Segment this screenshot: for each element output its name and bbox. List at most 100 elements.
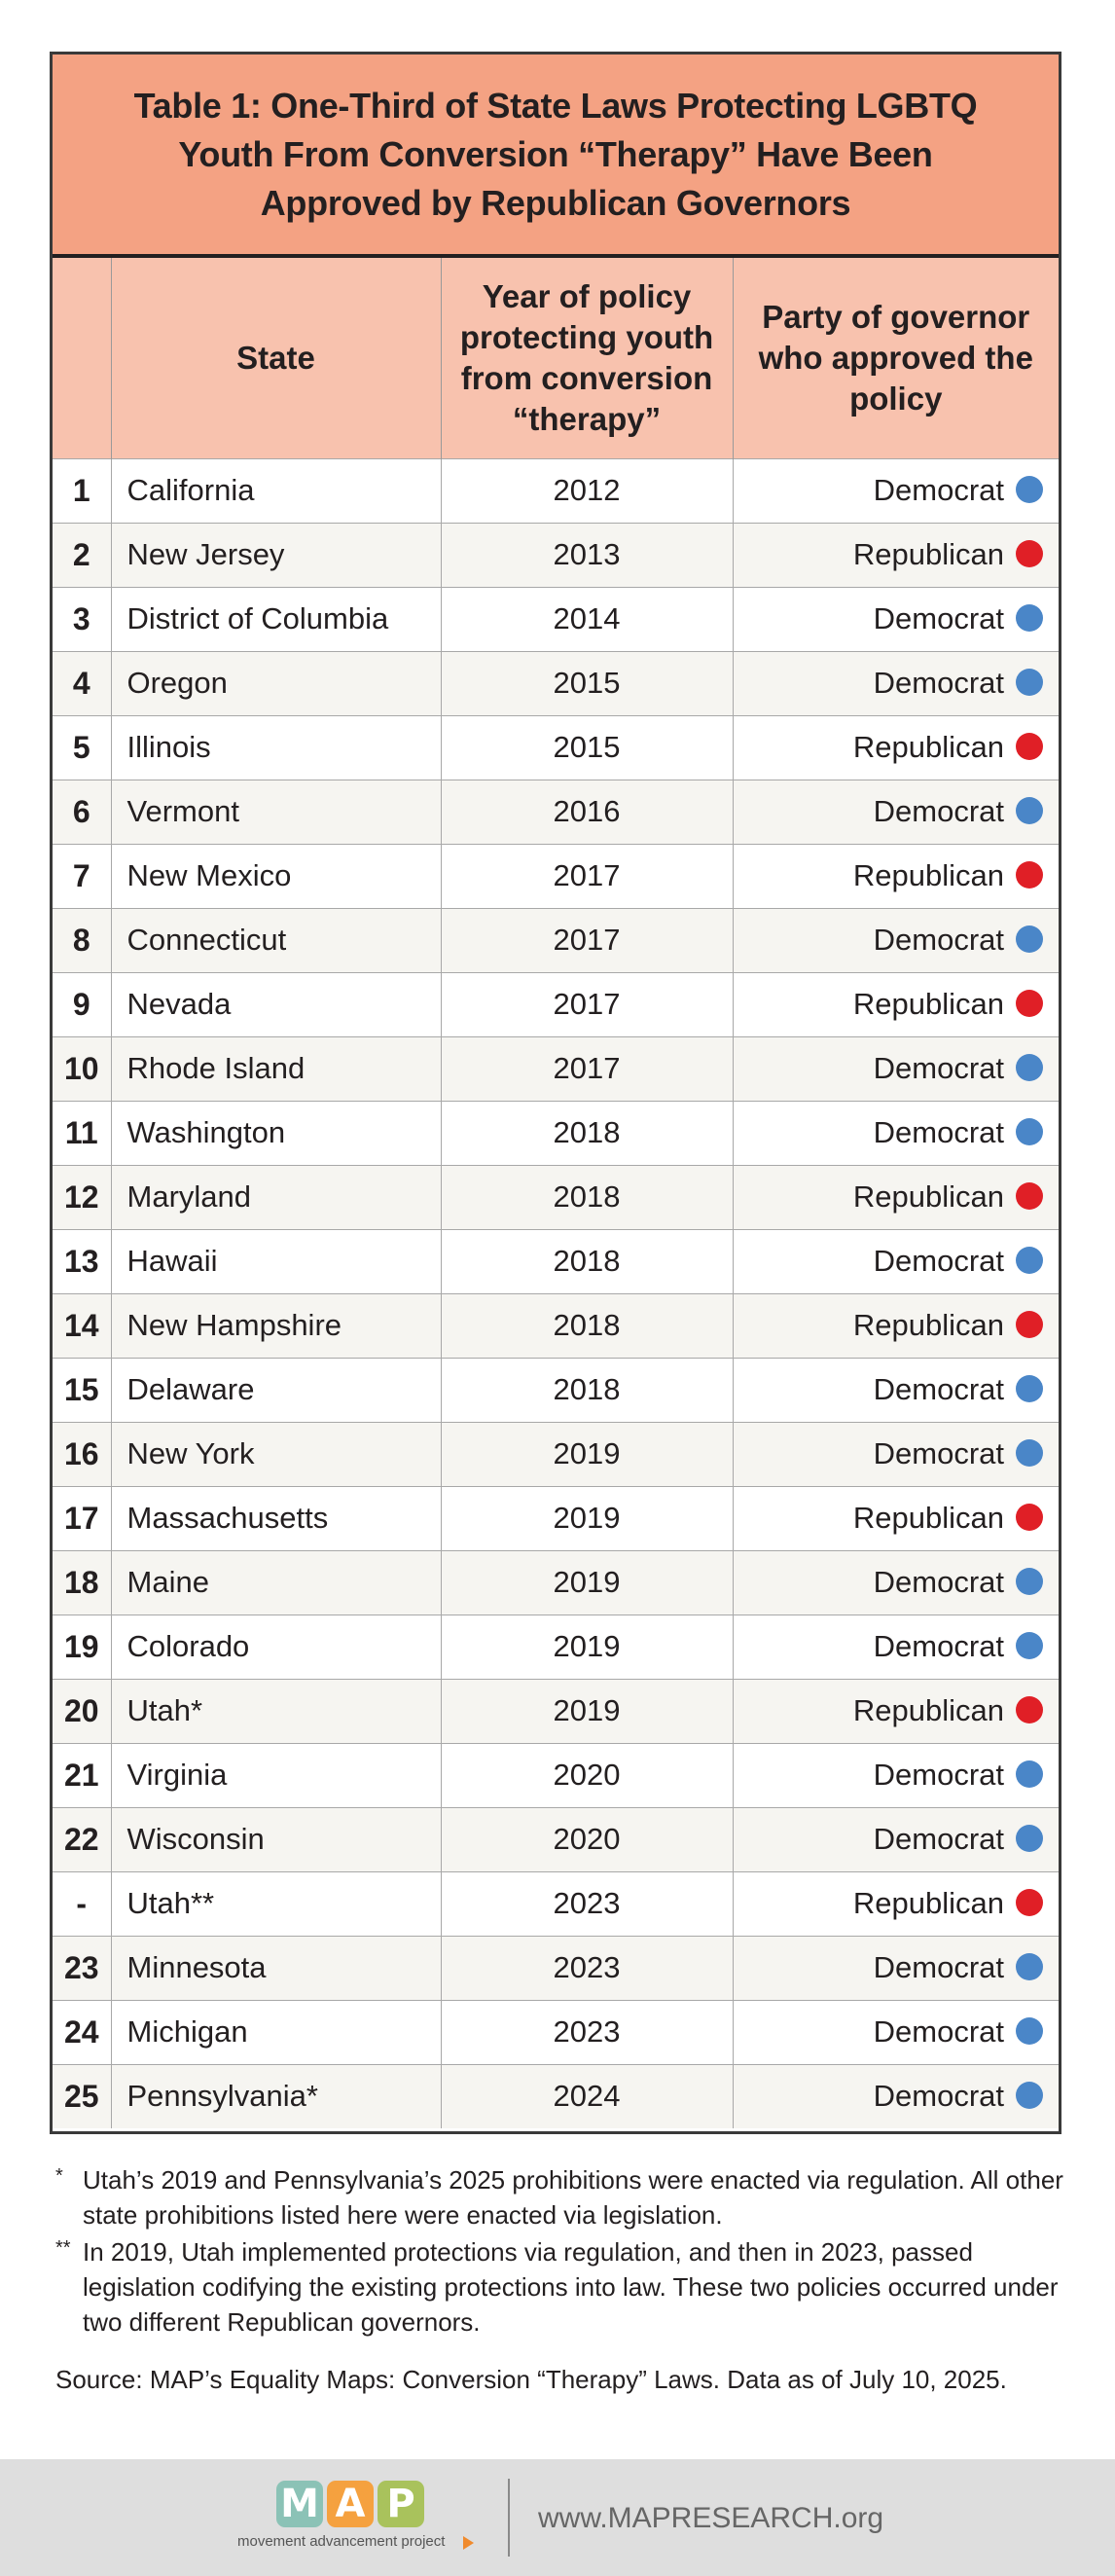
democrat-dot-icon: [1016, 1118, 1043, 1145]
republican-dot-icon: [1016, 1696, 1043, 1723]
governor-party-cell: Democrat: [732, 907, 1059, 972]
table-row: 19 Colorado 2019 Democrat: [53, 1614, 1059, 1679]
header-num: [53, 258, 111, 458]
row-number: 14: [53, 1292, 111, 1358]
republican-dot-icon: [1016, 1504, 1043, 1531]
democrat-dot-icon: [1016, 476, 1043, 503]
row-number: 23: [53, 1935, 111, 2000]
governor-party-cell: Democrat: [732, 1999, 1059, 2064]
policy-year: 2017: [440, 1035, 733, 1101]
row-number: 2: [53, 522, 111, 587]
table-row: - Utah** 2023 Republican: [53, 1870, 1059, 1936]
policy-table-container: Table 1: One-Third of State Laws Protect…: [50, 52, 1061, 2134]
policy-year: 2015: [440, 714, 733, 780]
governor-party-cell: Democrat: [732, 1035, 1059, 1101]
republican-dot-icon: [1016, 540, 1043, 567]
policy-year: 2019: [440, 1549, 733, 1615]
row-number: 9: [53, 971, 111, 1036]
footnote-2-mark: **: [55, 2237, 71, 2259]
table-row: 22 Wisconsin 2020 Democrat: [53, 1806, 1059, 1871]
governor-party: Democrat: [873, 1758, 1004, 1792]
state-name: Illinois: [110, 714, 441, 780]
table-row: 3 District of Columbia 2014 Democrat: [53, 586, 1059, 651]
governor-party-cell: Republican: [732, 522, 1059, 587]
state-name: Vermont: [110, 779, 441, 844]
republican-dot-icon: [1016, 1889, 1043, 1916]
state-name: Maryland: [110, 1164, 441, 1229]
governor-party-cell: Republican: [732, 714, 1059, 780]
table-row: 20 Utah* 2019 Republican: [53, 1678, 1059, 1743]
table-row: 23 Minnesota 2023 Democrat: [53, 1935, 1059, 2000]
governor-party-cell: Democrat: [732, 1228, 1059, 1293]
table-row: 13 Hawaii 2018 Democrat: [53, 1228, 1059, 1293]
map-logo-letters: M A P: [276, 2481, 424, 2527]
footer-divider: [508, 2479, 510, 2557]
row-number: 10: [53, 1035, 111, 1101]
footnotes: * Utah’s 2019 and Pennsylvania’s 2025 pr…: [55, 2162, 1063, 2340]
policy-year: 2023: [440, 1999, 733, 2064]
governor-party: Republican: [852, 1693, 1004, 1727]
row-number: 3: [53, 586, 111, 651]
democrat-dot-icon: [1016, 1439, 1043, 1467]
footnote-1-mark: *: [55, 2165, 63, 2187]
governor-party: Democrat: [873, 666, 1004, 700]
state-name: Minnesota: [110, 1935, 441, 2000]
table-row: 2 New Jersey 2013 Republican: [53, 522, 1059, 587]
democrat-dot-icon: [1016, 1375, 1043, 1402]
governor-party-cell: Republican: [732, 1164, 1059, 1229]
governor-party: Democrat: [873, 1372, 1004, 1406]
table-row: 1 California 2012 Democrat: [53, 457, 1059, 523]
table-row: 12 Maryland 2018 Republican: [53, 1164, 1059, 1229]
democrat-dot-icon: [1016, 669, 1043, 696]
state-name: Utah*: [110, 1678, 441, 1743]
state-name: New Jersey: [110, 522, 441, 587]
table-row: 17 Massachusetts 2019 Republican: [53, 1485, 1059, 1550]
table-row: 15 Delaware 2018 Democrat: [53, 1357, 1059, 1422]
row-number: 17: [53, 1485, 111, 1550]
republican-dot-icon: [1016, 990, 1043, 1017]
footer-url-link[interactable]: www.MAPRESEARCH.org: [538, 2502, 884, 2534]
table-row: 16 New York 2019 Democrat: [53, 1421, 1059, 1486]
governor-party-cell: Republican: [732, 1292, 1059, 1358]
policy-year: 2017: [440, 907, 733, 972]
table-row: 24 Michigan 2023 Democrat: [53, 1999, 1059, 2064]
footnote-2-text: In 2019, Utah implemented protections vi…: [83, 2237, 1059, 2337]
state-name: Hawaii: [110, 1228, 441, 1293]
table-row: 6 Vermont 2016 Democrat: [53, 779, 1059, 844]
governor-party-cell: Democrat: [732, 2063, 1059, 2128]
democrat-dot-icon: [1016, 925, 1043, 953]
row-number: 16: [53, 1421, 111, 1486]
policy-year: 2019: [440, 1614, 733, 1679]
state-name: California: [110, 457, 441, 523]
state-name: Maine: [110, 1549, 441, 1615]
row-number: 12: [53, 1164, 111, 1229]
table-row: 18 Maine 2019 Democrat: [53, 1549, 1059, 1615]
row-number: 19: [53, 1614, 111, 1679]
governor-party: Democrat: [873, 2014, 1004, 2049]
source-note: Source: MAP’s Equality Maps: Conversion …: [55, 2365, 1007, 2394]
democrat-dot-icon: [1016, 1054, 1043, 1081]
row-number: 5: [53, 714, 111, 780]
state-name: Pennsylvania*: [110, 2063, 441, 2128]
state-name: Washington: [110, 1100, 441, 1165]
row-number: 21: [53, 1742, 111, 1807]
header-state: State: [110, 258, 441, 458]
state-name: District of Columbia: [110, 586, 441, 651]
policy-table: State Year of policy protecting youth fr…: [53, 258, 1059, 2128]
map-logo[interactable]: M A P movement advancement project: [237, 2481, 474, 2558]
governor-party: Republican: [852, 858, 1004, 892]
row-number: 11: [53, 1100, 111, 1165]
state-name: Delaware: [110, 1357, 441, 1422]
policy-year: 2023: [440, 1870, 733, 1936]
state-name: Massachusetts: [110, 1485, 441, 1550]
logo-tagline: movement advancement project: [237, 2533, 446, 2550]
table-row: 4 Oregon 2015 Democrat: [53, 650, 1059, 715]
table-body: 1 California 2012 Democrat 2 New Jersey 2013 Re…: [53, 457, 1059, 2128]
democrat-dot-icon: [1016, 1825, 1043, 1852]
footer-band: M A P movement advancement project www.M…: [0, 2459, 1115, 2576]
governor-party-cell: Republican: [732, 1678, 1059, 1743]
footnote-1-text: Utah’s 2019 and Pennsylvania’s 2025 proh…: [83, 2165, 1063, 2230]
row-number: -: [53, 1870, 111, 1936]
table-row: 14 New Hampshire 2018 Republican: [53, 1292, 1059, 1358]
governor-party: Republican: [852, 987, 1004, 1021]
